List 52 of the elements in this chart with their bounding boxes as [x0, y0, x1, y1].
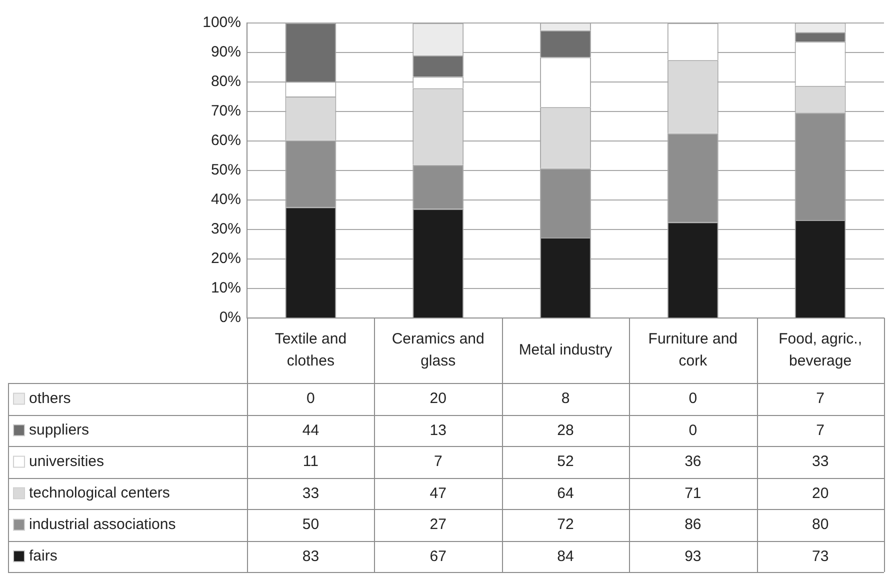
- text: 13: [430, 422, 446, 439]
- legend-label: suppliers: [29, 421, 90, 438]
- text: 11: [302, 453, 318, 470]
- text: 0: [688, 390, 698, 408]
- y-tick-label: 70%: [210, 102, 241, 120]
- x-tick-label: Textile and clothes: [274, 330, 347, 370]
- text: 33: [812, 453, 829, 470]
- y-tick-label: 90%: [210, 44, 241, 61]
- text: 86: [684, 516, 702, 534]
- legend-label: others: [29, 390, 71, 407]
- y-tick-label: 80%: [210, 73, 241, 90]
- text: 64: [557, 484, 574, 502]
- text: 27: [430, 516, 446, 534]
- text: 50: [302, 516, 320, 534]
- legend-label: industrial associations: [29, 516, 176, 533]
- x-tick-label: Ceramics and glass: [392, 330, 484, 370]
- text: 36: [684, 453, 702, 470]
- text: 67: [430, 548, 446, 565]
- y-tick-label: 10%: [210, 280, 241, 297]
- y-tick-label: 50%: [210, 162, 241, 179]
- text: 7: [816, 422, 824, 439]
- y-tick-label: 20%: [210, 250, 241, 268]
- text: 28: [557, 422, 574, 439]
- text: 0: [306, 390, 315, 408]
- text: 20: [812, 484, 829, 502]
- y-tick-label: 60%: [210, 132, 241, 150]
- x-tick-label: Metal industry: [518, 342, 613, 359]
- y-tick-label: 30%: [210, 220, 241, 238]
- x-tick-label: Furniture and cork: [648, 330, 738, 370]
- text: 47: [430, 484, 446, 502]
- text: 71: [684, 484, 702, 502]
- text: 83: [302, 548, 320, 565]
- text: 7: [434, 453, 442, 470]
- text: 84: [557, 548, 574, 565]
- text: 20: [430, 390, 446, 408]
- text: 72: [557, 516, 574, 534]
- legend-label: universities: [29, 452, 104, 470]
- text: 93: [684, 548, 702, 565]
- text: 8: [561, 390, 570, 408]
- y-tick-label: 100%: [202, 14, 241, 32]
- legend-label: technological centers: [29, 484, 170, 502]
- legend-label: fairs: [29, 547, 58, 564]
- text: 33: [302, 484, 320, 502]
- y-tick-label: 40%: [210, 191, 241, 208]
- text: 7: [816, 390, 824, 408]
- text: 80: [812, 516, 829, 534]
- x-tick-label: Food, agric., beverage: [778, 330, 862, 370]
- text: 44: [302, 422, 320, 439]
- y-tick-label: 0%: [219, 309, 241, 326]
- text: 73: [812, 548, 829, 565]
- text: 52: [557, 453, 574, 470]
- text: 0: [688, 422, 698, 439]
